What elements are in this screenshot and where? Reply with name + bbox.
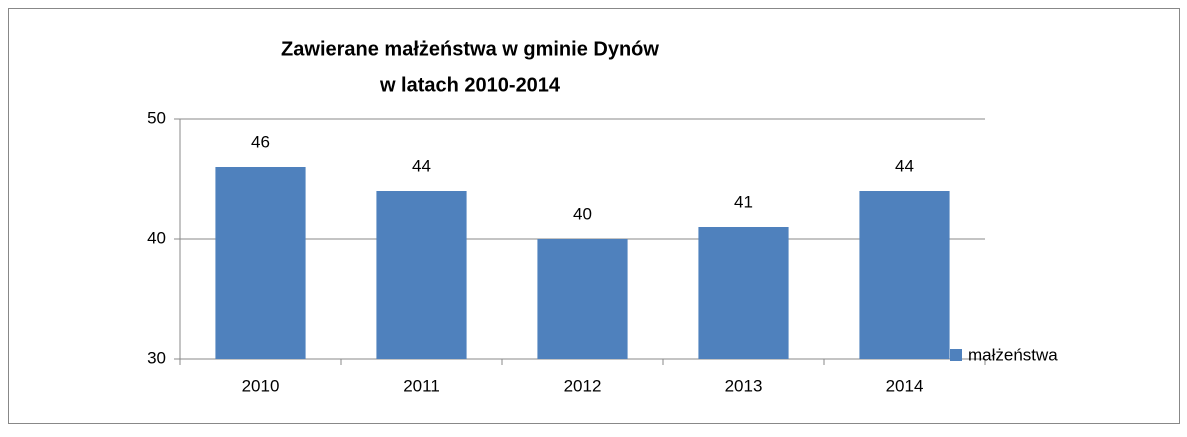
chart-title: w latach 2010-2014 (379, 74, 561, 96)
y-tick-label: 50 (147, 108, 166, 127)
data-label: 41 (734, 192, 753, 211)
bar (215, 167, 306, 359)
x-tick-label: 2014 (886, 376, 924, 395)
legend-label: małżeństwa (968, 345, 1058, 364)
data-label: 46 (251, 132, 270, 151)
y-tick-label: 40 (147, 228, 166, 247)
bar (376, 191, 467, 359)
bar (859, 191, 950, 359)
x-tick-label: 2010 (242, 376, 280, 395)
legend-swatch (950, 349, 962, 361)
bar (537, 239, 628, 359)
x-tick-label: 2011 (403, 376, 440, 395)
chart-title: Zawierane małżeństwa w gminie Dynów (281, 38, 659, 60)
data-label: 40 (573, 204, 592, 223)
y-tick-label: 30 (147, 348, 166, 367)
bar (698, 227, 789, 359)
x-tick-label: 2013 (725, 376, 763, 395)
data-label: 44 (412, 156, 431, 175)
x-tick-label: 2012 (564, 376, 602, 395)
data-label: 44 (895, 156, 914, 175)
